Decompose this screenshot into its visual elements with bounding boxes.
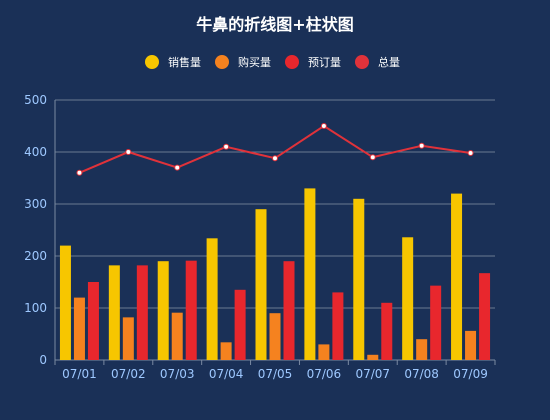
x-tick-label: 07/09 xyxy=(453,367,488,381)
x-tick-label: 07/07 xyxy=(355,367,390,381)
legend-label: 总量 xyxy=(378,55,400,69)
legend-marker xyxy=(145,55,159,69)
y-tick-label: 0 xyxy=(39,353,47,367)
x-tick-label: 07/01 xyxy=(62,367,97,381)
series-line xyxy=(79,124,471,174)
bar xyxy=(157,261,169,360)
bar xyxy=(367,354,379,360)
bar xyxy=(220,342,232,360)
x-tick-label: 07/03 xyxy=(160,367,195,381)
y-tick-label: 200 xyxy=(24,249,47,263)
legend-marker xyxy=(355,55,369,69)
legend-label: 销售量 xyxy=(168,55,201,69)
bar xyxy=(171,312,183,360)
bar xyxy=(353,198,365,360)
x-tick-label: 07/06 xyxy=(307,367,342,381)
line-point xyxy=(369,154,376,161)
bar xyxy=(185,260,197,360)
legend-label: 预订量 xyxy=(308,56,341,69)
legend-marker xyxy=(215,55,229,69)
bar xyxy=(122,317,134,360)
line-point xyxy=(223,143,230,150)
line-point xyxy=(174,164,181,171)
bar xyxy=(136,265,148,360)
bar xyxy=(255,209,267,360)
bar xyxy=(381,302,393,360)
legend-item: 销售量 xyxy=(145,55,201,69)
x-tick-label: 07/02 xyxy=(111,367,146,381)
bar xyxy=(87,282,99,360)
bar xyxy=(479,273,491,360)
line-point xyxy=(76,169,83,176)
bar xyxy=(283,261,295,360)
legend-item: 购买量 xyxy=(215,55,271,69)
y-tick-label: 400 xyxy=(24,145,47,159)
legend-label: 购买量 xyxy=(238,55,271,69)
x-tick-label: 07/05 xyxy=(258,367,293,381)
legend: 销售量 购买量 预订量 总量 xyxy=(145,55,400,69)
bar xyxy=(318,344,330,360)
line-point xyxy=(125,149,132,155)
bar xyxy=(108,265,120,360)
bar xyxy=(465,330,477,360)
bar xyxy=(269,313,281,360)
bars xyxy=(59,188,491,360)
bar xyxy=(402,237,414,360)
y-tick-label: 300 xyxy=(24,197,47,211)
line-point xyxy=(467,150,474,157)
line-series xyxy=(76,123,474,176)
line-point xyxy=(272,155,278,162)
bar xyxy=(234,289,246,360)
bar xyxy=(206,238,218,360)
bar xyxy=(59,245,71,360)
bar xyxy=(73,297,85,360)
legend-marker xyxy=(285,55,299,69)
y-axis: 0 100 200 300 400 500 xyxy=(24,93,56,367)
bar xyxy=(451,193,463,360)
x-tick-label: 07/04 xyxy=(209,367,244,381)
line-point xyxy=(320,123,327,129)
bar xyxy=(416,339,428,360)
bar xyxy=(430,285,442,360)
x-axis: 07/01 07/02 07/03 07/04 07/05 07/06 07/07 07/08… xyxy=(54,359,496,381)
legend-item: 总量 xyxy=(355,55,400,69)
bar xyxy=(332,292,344,360)
bar xyxy=(304,188,316,360)
line-point xyxy=(418,142,425,149)
y-tick-label: 500 xyxy=(24,93,47,107)
chart-title: 牛鼻的折线图+柱状图 xyxy=(196,15,353,34)
x-tick-label: 07/08 xyxy=(404,367,439,381)
legend-item: 预订量 xyxy=(285,55,341,69)
y-tick-label: 100 xyxy=(24,301,47,315)
